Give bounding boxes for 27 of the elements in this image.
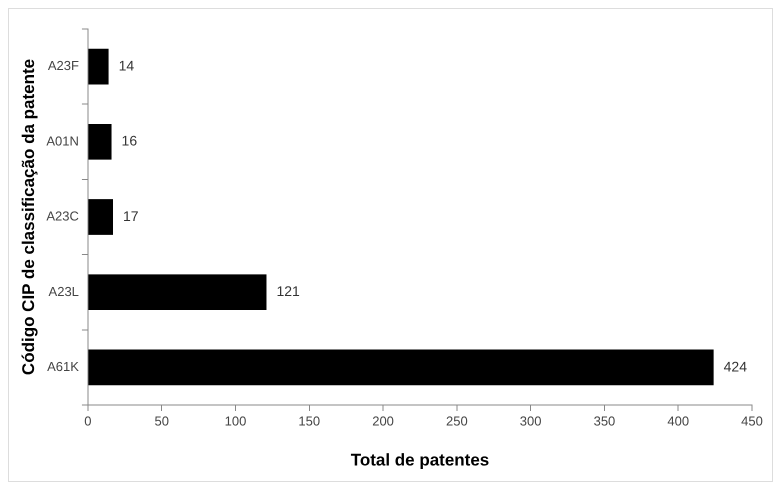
bar	[88, 274, 266, 310]
data-label: 16	[122, 132, 138, 149]
data-label: 121	[276, 283, 300, 300]
y-tick-label: A23C	[46, 208, 79, 224]
x-tick-label: 250	[446, 413, 468, 428]
y-tick-label: A01N	[46, 133, 79, 148]
x-tick-label: 300	[520, 413, 542, 428]
x-axis-title: Total de patentes	[350, 450, 490, 470]
x-tick-label: 100	[224, 413, 246, 428]
y-axis-title: Código CIP de classificação da patente	[18, 58, 38, 376]
y-tick-label: A61K	[47, 358, 80, 374]
x-tick-label: 450	[741, 413, 763, 428]
x-tick-label: 50	[154, 413, 169, 428]
data-label: 17	[123, 208, 139, 224]
y-tick-label: A23F	[48, 58, 79, 74]
x-tick-label: 400	[667, 413, 690, 428]
x-tick-label: 350	[594, 413, 616, 428]
bar	[88, 199, 114, 235]
x-tick-label: 150	[298, 413, 320, 428]
y-tick-label: A23L	[48, 284, 79, 299]
bar	[88, 124, 112, 160]
x-tick-label: 200	[372, 413, 394, 428]
bar	[88, 48, 109, 84]
data-label: 424	[724, 358, 748, 374]
x-tick-label: 0	[84, 413, 92, 428]
bar	[88, 350, 714, 386]
data-label: 14	[118, 57, 134, 74]
